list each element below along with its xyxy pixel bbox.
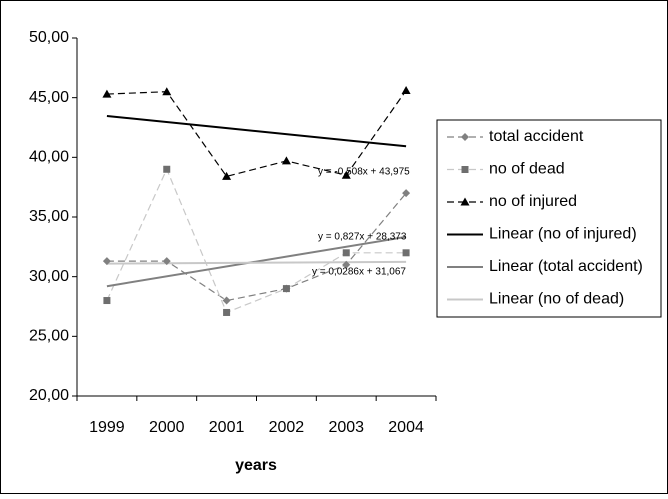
legend-marker xyxy=(461,166,469,173)
x-tick-label: 2004 xyxy=(388,419,424,436)
legend-box xyxy=(436,119,662,318)
trendline-equation: y = 0,0286x + 31,067 xyxy=(312,267,406,278)
trendline-equation: y = -0,508x + 43,975 xyxy=(318,167,410,178)
legend-label: Linear (no of dead) xyxy=(489,291,624,308)
series-line xyxy=(106,192,407,302)
data-point xyxy=(281,156,291,165)
legend-label: no of dead xyxy=(489,161,565,178)
data-point xyxy=(162,257,171,266)
data-point xyxy=(222,296,231,305)
data-point xyxy=(103,297,111,305)
y-tick-label: 25,00 xyxy=(29,328,69,345)
legend-label: total accident xyxy=(489,128,584,145)
x-tick-label: 1999 xyxy=(89,419,125,436)
data-point xyxy=(223,308,231,316)
y-tick-label: 50,00 xyxy=(29,29,69,46)
data-point xyxy=(341,170,351,179)
data-point xyxy=(342,249,350,257)
trendline xyxy=(106,114,407,148)
data-point xyxy=(102,89,112,98)
legend-marker xyxy=(461,133,469,141)
y-tick-label: 30,00 xyxy=(29,268,69,285)
data-point xyxy=(342,260,351,269)
data-point xyxy=(163,165,171,173)
x-tick-label: 2001 xyxy=(209,419,245,436)
series-line xyxy=(106,167,407,314)
x-tick-label: 2002 xyxy=(269,419,305,436)
legend-label: Linear (total accident) xyxy=(489,258,643,275)
trendline xyxy=(106,260,407,265)
legend-marker xyxy=(460,197,470,206)
trendline xyxy=(106,235,407,288)
x-tick-label: 2000 xyxy=(149,419,185,436)
data-point xyxy=(282,285,290,293)
y-tick-label: 35,00 xyxy=(29,208,69,225)
data-point xyxy=(102,257,111,266)
y-tick-label: 20,00 xyxy=(29,387,69,404)
data-point xyxy=(402,249,410,257)
x-tick-label: 2003 xyxy=(328,419,364,436)
y-tick-label: 40,00 xyxy=(29,149,69,166)
data-point xyxy=(222,171,232,180)
y-tick-label: 45,00 xyxy=(29,89,69,106)
legend-label: Linear (no of injured) xyxy=(489,226,637,243)
data-point xyxy=(402,189,411,198)
trendline-equation: y = 0,827x + 28,373 xyxy=(318,232,407,243)
x-axis-label: years xyxy=(235,457,277,474)
series-line xyxy=(106,90,407,178)
data-point xyxy=(162,87,172,96)
legend-label: no of injured xyxy=(489,193,577,210)
data-point xyxy=(401,86,411,95)
